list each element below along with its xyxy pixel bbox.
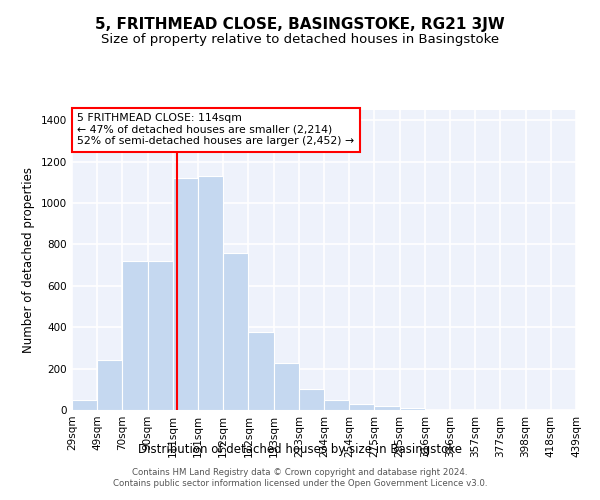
Text: 5 FRITHMEAD CLOSE: 114sqm
← 47% of detached houses are smaller (2,214)
52% of se: 5 FRITHMEAD CLOSE: 114sqm ← 47% of detac… — [77, 113, 354, 146]
Bar — [324, 400, 349, 410]
Text: Contains HM Land Registry data © Crown copyright and database right 2024.
Contai: Contains HM Land Registry data © Crown c… — [113, 468, 487, 487]
Bar — [374, 406, 400, 410]
Y-axis label: Number of detached properties: Number of detached properties — [22, 167, 35, 353]
Bar — [400, 408, 425, 410]
Bar — [122, 261, 148, 410]
Text: 5, FRITHMEAD CLOSE, BASINGSTOKE, RG21 3JW: 5, FRITHMEAD CLOSE, BASINGSTOKE, RG21 3J… — [95, 18, 505, 32]
Bar — [299, 390, 324, 410]
Bar — [274, 364, 299, 410]
Bar — [72, 400, 97, 410]
Bar — [97, 360, 122, 410]
Bar — [223, 253, 248, 410]
Bar — [349, 404, 374, 410]
Text: Distribution of detached houses by size in Basingstoke: Distribution of detached houses by size … — [138, 442, 462, 456]
Bar — [198, 176, 223, 410]
Text: Size of property relative to detached houses in Basingstoke: Size of property relative to detached ho… — [101, 32, 499, 46]
Bar — [248, 332, 274, 410]
Bar — [148, 261, 173, 410]
Bar — [173, 178, 198, 410]
